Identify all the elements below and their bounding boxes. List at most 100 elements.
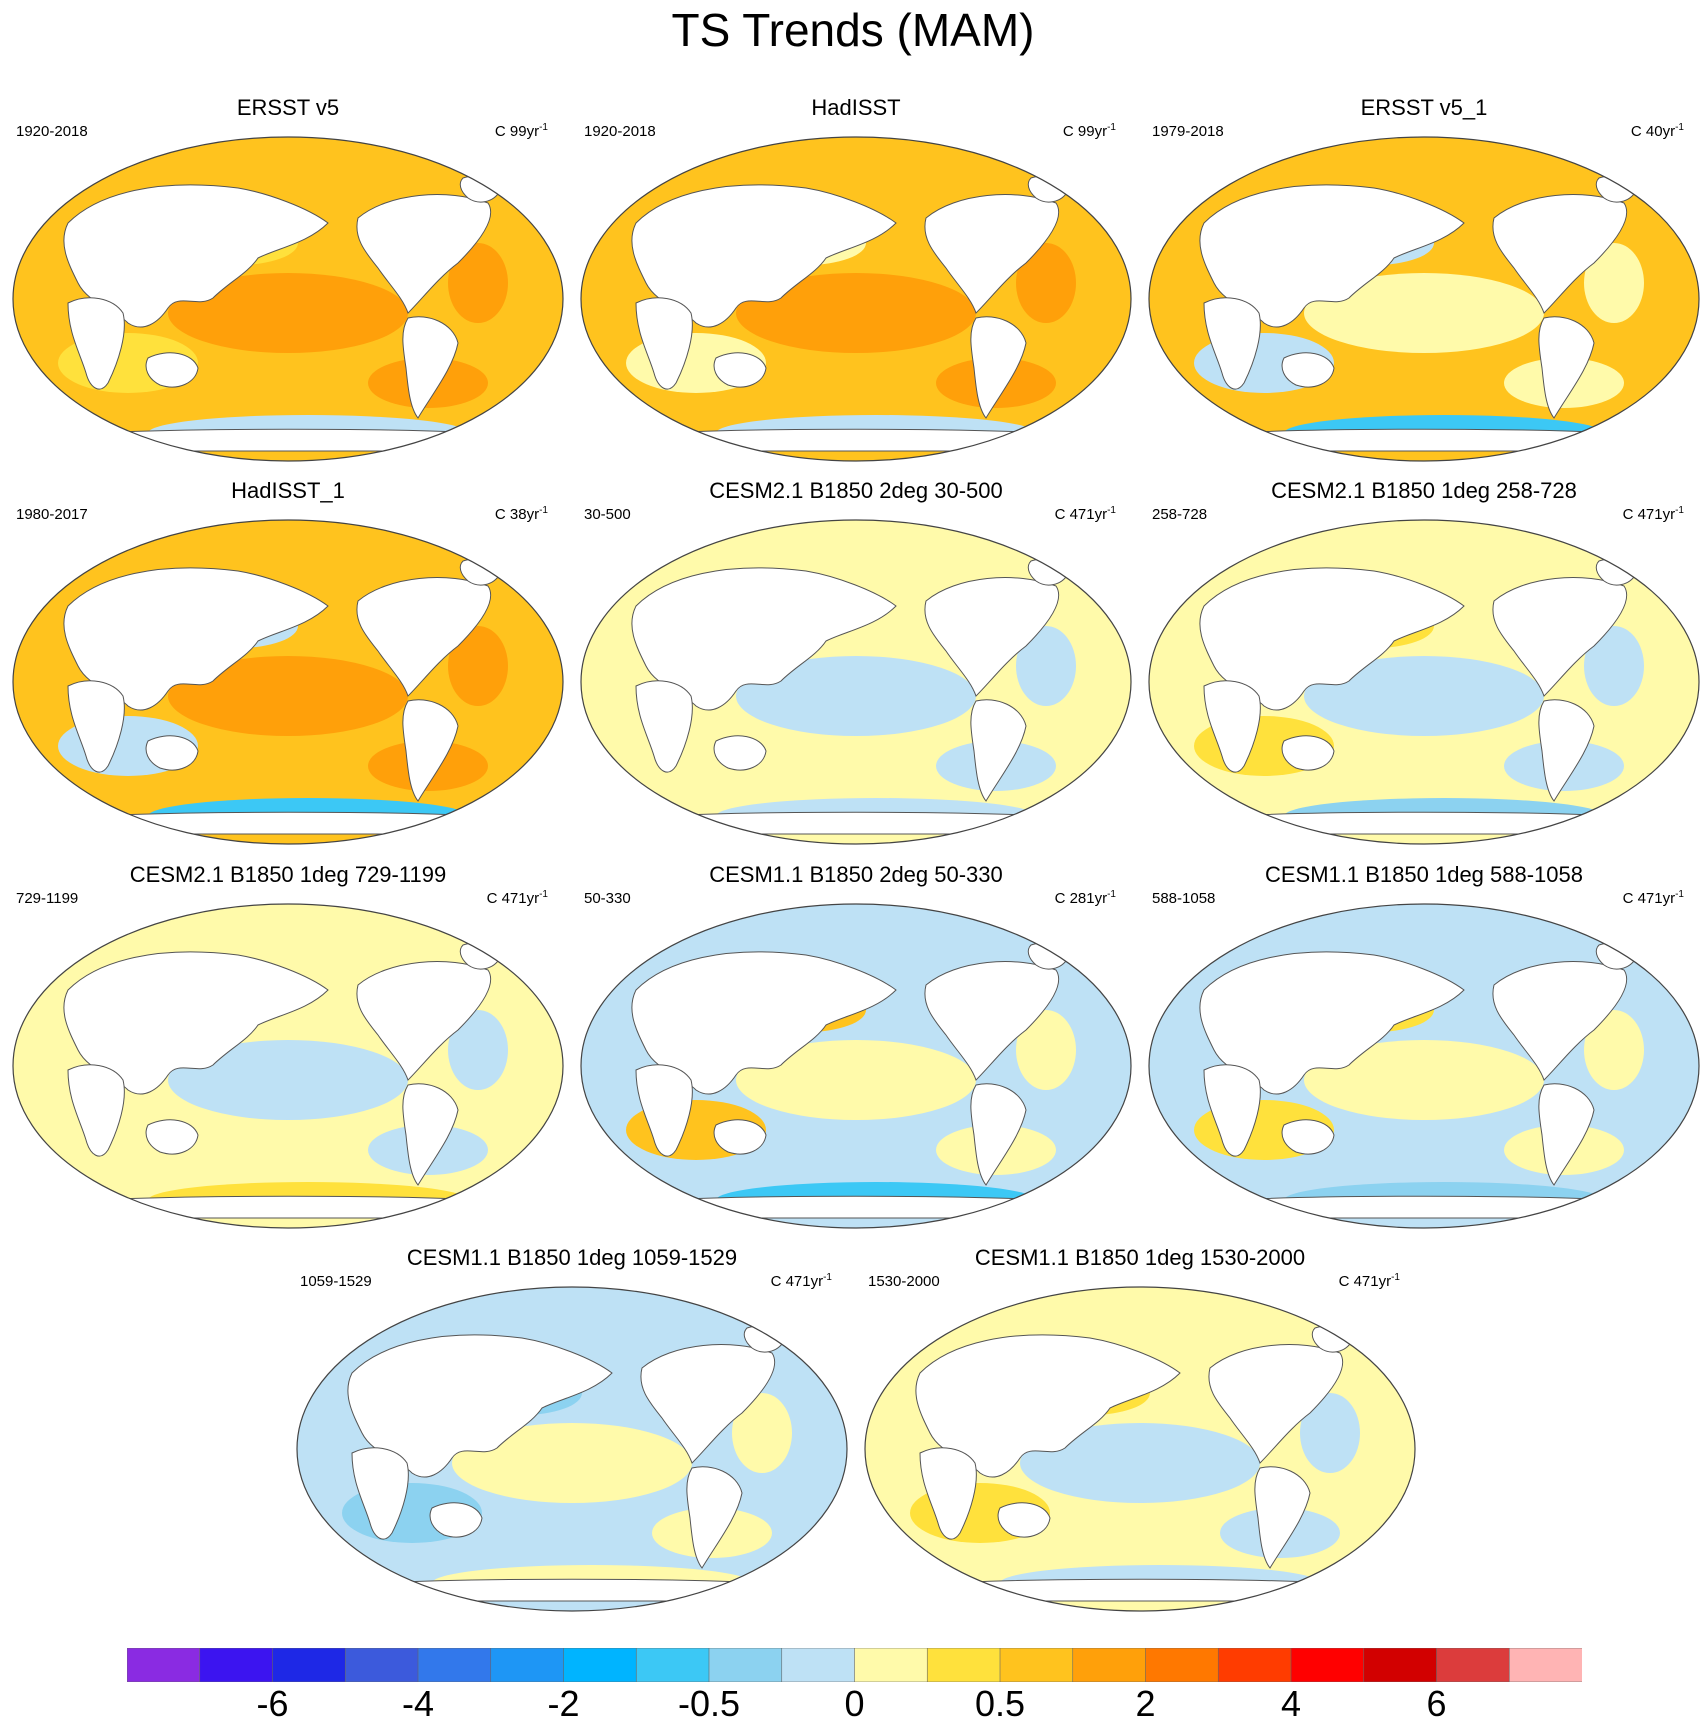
- map-panel: ERSST v5 1920-2018 C 99yr-1: [8, 95, 568, 465]
- landmass: [402, 1083, 459, 1186]
- map-plot: [12, 519, 564, 845]
- map-panel: CESM1.1 B1850 1deg 588-1058 588-1058 C 471…: [1144, 862, 1704, 1232]
- colorbar-tick-label: 4: [1280, 1683, 1302, 1724]
- colorbar-swatch: [1145, 1648, 1220, 1682]
- panel-units: C 471yr-1: [486, 889, 548, 907]
- landmass: [356, 194, 492, 314]
- trend-region: [1016, 243, 1076, 323]
- landmass: [1492, 194, 1628, 314]
- landmass: [924, 961, 1060, 1081]
- panel-title: HadISST: [811, 95, 901, 120]
- continents: [631, 175, 1069, 452]
- colorbar-swatch: [199, 1648, 274, 1682]
- map-plot: [580, 136, 1132, 462]
- colorbar-swatch: [635, 1648, 710, 1682]
- colorbar-swatch: [926, 1648, 1001, 1682]
- colorbar-swatch: [1290, 1648, 1365, 1682]
- trend-region: [1300, 1393, 1360, 1473]
- landmass: [356, 577, 492, 697]
- landmass: [1281, 1119, 1335, 1155]
- colorbar-tick-label: 0: [844, 1683, 865, 1724]
- landmass: [1538, 316, 1595, 419]
- panel-units: C 471yr-1: [1622, 505, 1684, 523]
- landmass: [381, 1578, 763, 1602]
- map-border: [12, 136, 564, 462]
- colorbar-tick-label: 6: [1426, 1683, 1447, 1724]
- trend-region: [168, 1040, 408, 1120]
- panel-title: CESM1.1 B1850 1deg 1059-1529: [406, 1245, 738, 1270]
- landmass: [67, 297, 125, 390]
- panel-units: C 471yr-1: [1054, 505, 1116, 523]
- landmass: [970, 316, 1027, 419]
- trend-region: [732, 1393, 792, 1473]
- trend-region: [1304, 656, 1544, 736]
- landmass: [713, 1119, 767, 1155]
- map-plot: [12, 136, 564, 462]
- trend-region: [1304, 1040, 1544, 1120]
- landmass: [970, 699, 1027, 802]
- landmass: [1281, 352, 1335, 388]
- map-plot: [1148, 903, 1700, 1229]
- landmass: [665, 811, 1047, 835]
- trend-region: [1584, 626, 1644, 706]
- panel-units: C 281yr-1: [1054, 889, 1116, 907]
- colorbar-swatch: [854, 1648, 929, 1682]
- landmass: [356, 961, 492, 1081]
- landmass: [402, 699, 459, 802]
- colorbar-swatch: [1217, 1648, 1292, 1682]
- panel-title: ERSST v5_1: [1360, 95, 1488, 120]
- map-border: [580, 136, 1132, 462]
- map-plot: [1148, 136, 1700, 462]
- map-panel: HadISST_1 1980-2017 C 38yr-1: [8, 478, 568, 848]
- panel-period: 30-500: [584, 506, 631, 523]
- map-panel: CESM1.1 B1850 1deg 1059-1529 1059-1529 C 4…: [292, 1245, 852, 1615]
- landmass: [635, 680, 693, 773]
- landmass: [145, 735, 199, 771]
- colorbar-tick-label: -6: [256, 1683, 289, 1724]
- landmass: [97, 1195, 479, 1219]
- landmass: [1254, 1466, 1311, 1569]
- panel-title: CESM2.1 B1850 1deg 729-1199: [129, 862, 447, 887]
- landmass: [949, 1578, 1331, 1602]
- landmass: [1203, 1064, 1261, 1157]
- panel-title: HadISST_1: [231, 478, 345, 503]
- landmass: [429, 1502, 483, 1538]
- landmass: [713, 735, 767, 771]
- colorbar-swatch: [344, 1648, 419, 1682]
- map-border: [1148, 519, 1700, 845]
- panel-units: C 99yr-1: [494, 122, 548, 140]
- map-border: [864, 1286, 1416, 1612]
- colorbar-swatch: [1363, 1648, 1438, 1682]
- panel-units: C 471yr-1: [1338, 1272, 1400, 1290]
- map-panel: CESM2.1 B1850 1deg 729-1199 729-1199 C 471…: [8, 862, 568, 1232]
- trend-region: [1584, 1010, 1644, 1090]
- panel-title: CESM1.1 B1850 1deg 588-1058: [1264, 862, 1583, 887]
- panel-period: 588-1058: [1152, 890, 1216, 907]
- map-border: [1148, 136, 1700, 462]
- map-border: [12, 519, 564, 845]
- landmass: [402, 316, 459, 419]
- trend-region: [736, 1040, 976, 1120]
- panel-title: ERSST v5: [236, 95, 340, 120]
- trend-region: [1016, 1010, 1076, 1090]
- map-panel: CESM2.1 B1850 2deg 30-500 30-500 C 471yr-1: [576, 478, 1136, 848]
- trend-region: [1016, 626, 1076, 706]
- colorbar-tick-label: -0.5: [677, 1683, 741, 1724]
- panel-title: CESM1.1 B1850 2deg 50-330: [709, 862, 1003, 887]
- trend-region: [452, 1423, 692, 1503]
- trend-region: [448, 626, 508, 706]
- landmass: [635, 1064, 693, 1157]
- trend-region: [1304, 273, 1544, 353]
- map-panel: CESM1.1 B1850 1deg 1530-2000 1530-2000 C 4…: [860, 1245, 1420, 1615]
- landmass: [640, 1344, 776, 1464]
- landmass: [67, 680, 125, 773]
- colorbar-swatch: [1072, 1648, 1147, 1682]
- colorbar-swatch: [999, 1648, 1074, 1682]
- colorbar-swatch: [417, 1648, 492, 1682]
- landmass: [1208, 1344, 1344, 1464]
- landmass: [1233, 428, 1615, 452]
- panel-units: C 471yr-1: [1622, 889, 1684, 907]
- trend-region: [736, 656, 976, 736]
- panel-period: 1530-2000: [868, 1273, 940, 1290]
- landmass: [997, 1502, 1051, 1538]
